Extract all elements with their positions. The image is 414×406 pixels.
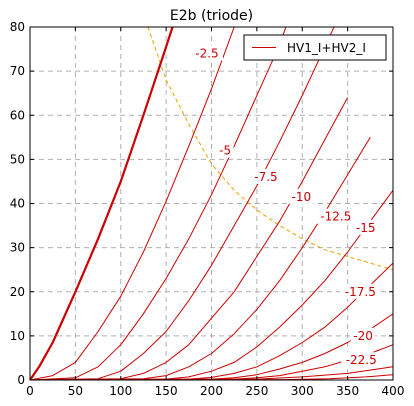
- plate-curve: [30, 262, 393, 380]
- y-tick-label: 20: [10, 285, 25, 299]
- y-tick-label: 70: [10, 64, 25, 78]
- chart-title: E2b (triode): [170, 8, 253, 24]
- x-tick-label: 400: [382, 384, 405, 398]
- plate-curve: [30, 97, 349, 380]
- plate-curve: [30, 27, 235, 380]
- y-tick-label: 10: [10, 329, 25, 343]
- curve-label-bg: [340, 283, 381, 299]
- x-tick-label: 50: [68, 384, 83, 398]
- curve-label-bg: [289, 188, 314, 204]
- curve-label: -2.5: [195, 46, 218, 60]
- y-tick-label: 80: [10, 20, 25, 34]
- axis-ticks: 0 50 100 150 200 250 300 350 400 0 10 20 30 40 50 60 70 8…: [10, 20, 405, 398]
- plate-curve: [30, 27, 335, 380]
- load-line: [147, 27, 393, 271]
- plate-curve: [30, 27, 287, 380]
- y-tick-label: 40: [10, 197, 25, 211]
- curve-label-bg: [249, 169, 282, 185]
- curve-label: -22.5: [346, 353, 377, 367]
- x-tick-label: 300: [291, 384, 314, 398]
- y-tick-label: 30: [10, 241, 25, 255]
- x-tick-label: 0: [26, 384, 34, 398]
- curve-label: -5: [219, 144, 231, 158]
- x-tick-label: 100: [109, 384, 132, 398]
- curve-label: -12.5: [320, 210, 351, 224]
- grid: [30, 27, 393, 380]
- curve-label-bg: [316, 208, 356, 224]
- legend: HV1_I+HV2_I: [243, 34, 387, 61]
- plate-curve: [30, 137, 371, 380]
- y-tick-label: 60: [10, 108, 25, 122]
- x-tick-label: 200: [200, 384, 223, 398]
- curve-label-bg: [216, 142, 234, 158]
- curve-label: -20: [353, 329, 373, 343]
- curve-label: -10: [292, 190, 312, 204]
- curve-label-bg: [353, 219, 379, 235]
- x-tick-label: 250: [245, 384, 268, 398]
- curve-label-bg: [190, 45, 223, 61]
- curve-label: -15: [356, 221, 376, 235]
- curve-label-bg: [341, 352, 381, 368]
- curve-label: -7.5: [254, 170, 277, 184]
- x-tick-label: 350: [336, 384, 359, 398]
- y-tick-label: 0: [17, 373, 25, 387]
- plate-curve: [30, 27, 174, 380]
- curve-label: -17.5: [345, 285, 376, 299]
- plate-curve: [30, 190, 393, 380]
- y-tick-label: 50: [10, 152, 25, 166]
- plot-area: -2.5 -5 -7.5 -10 -12.5 -15 -17.5 -20 -22.5: [30, 27, 393, 380]
- x-tick-label: 150: [155, 384, 178, 398]
- legend-label: HV1_I+HV2_I: [287, 41, 366, 55]
- curve-label-bg: [350, 327, 376, 343]
